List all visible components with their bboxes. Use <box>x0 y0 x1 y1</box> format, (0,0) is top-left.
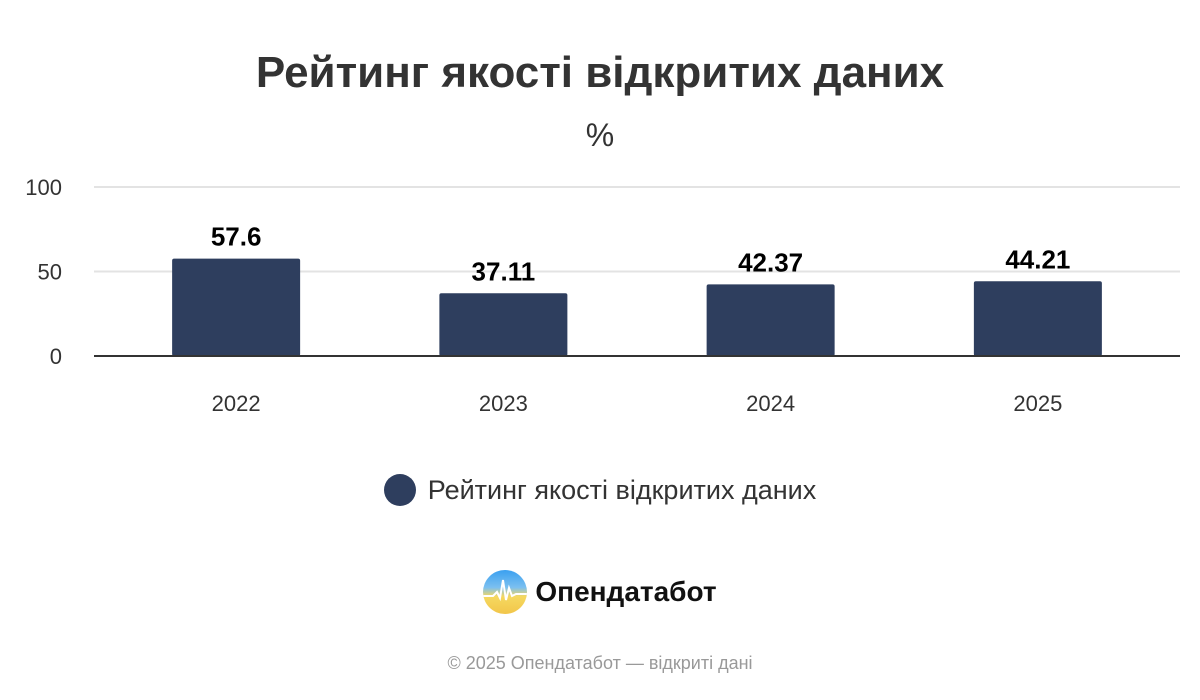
data-label: 37.11 <box>472 256 536 286</box>
x-tick-label: 2025 <box>1013 391 1062 416</box>
brand: Опендатабот <box>0 570 1200 614</box>
legend-label: Рейтинг якості відкритих даних <box>427 474 817 505</box>
legend-marker <box>383 474 416 506</box>
footer-copyright: © 2025 Опендатабот — відкриті дані <box>447 653 753 673</box>
bar-2022 <box>172 258 301 356</box>
y-tick-label: 0 <box>50 344 62 369</box>
data-label: 57.6 <box>211 222 262 252</box>
legend[interactable]: Рейтинг якості відкритих даних <box>0 474 1200 506</box>
chart-title: Рейтинг якості відкритих даних <box>255 48 945 97</box>
x-tick-label: 2022 <box>212 391 261 416</box>
bar-2024 <box>706 284 835 356</box>
bar-chart: 0 50 100 57.6 2022 37.11 2023 42.37 2024 44.21 202… <box>25 175 1180 416</box>
data-label: 44.21 <box>1005 244 1070 274</box>
x-tick-label: 2023 <box>479 391 528 416</box>
chart-subtitle: % <box>585 117 615 153</box>
y-tick-label: 100 <box>25 175 62 200</box>
bar-2025 <box>973 281 1102 356</box>
brand-name: Опендатабот <box>535 576 717 607</box>
opendatabot-logo-icon <box>483 570 528 614</box>
y-tick-label: 50 <box>38 260 62 285</box>
bar-2023 <box>439 293 568 356</box>
data-label: 42.37 <box>738 247 803 277</box>
x-tick-label: 2024 <box>746 391 795 416</box>
